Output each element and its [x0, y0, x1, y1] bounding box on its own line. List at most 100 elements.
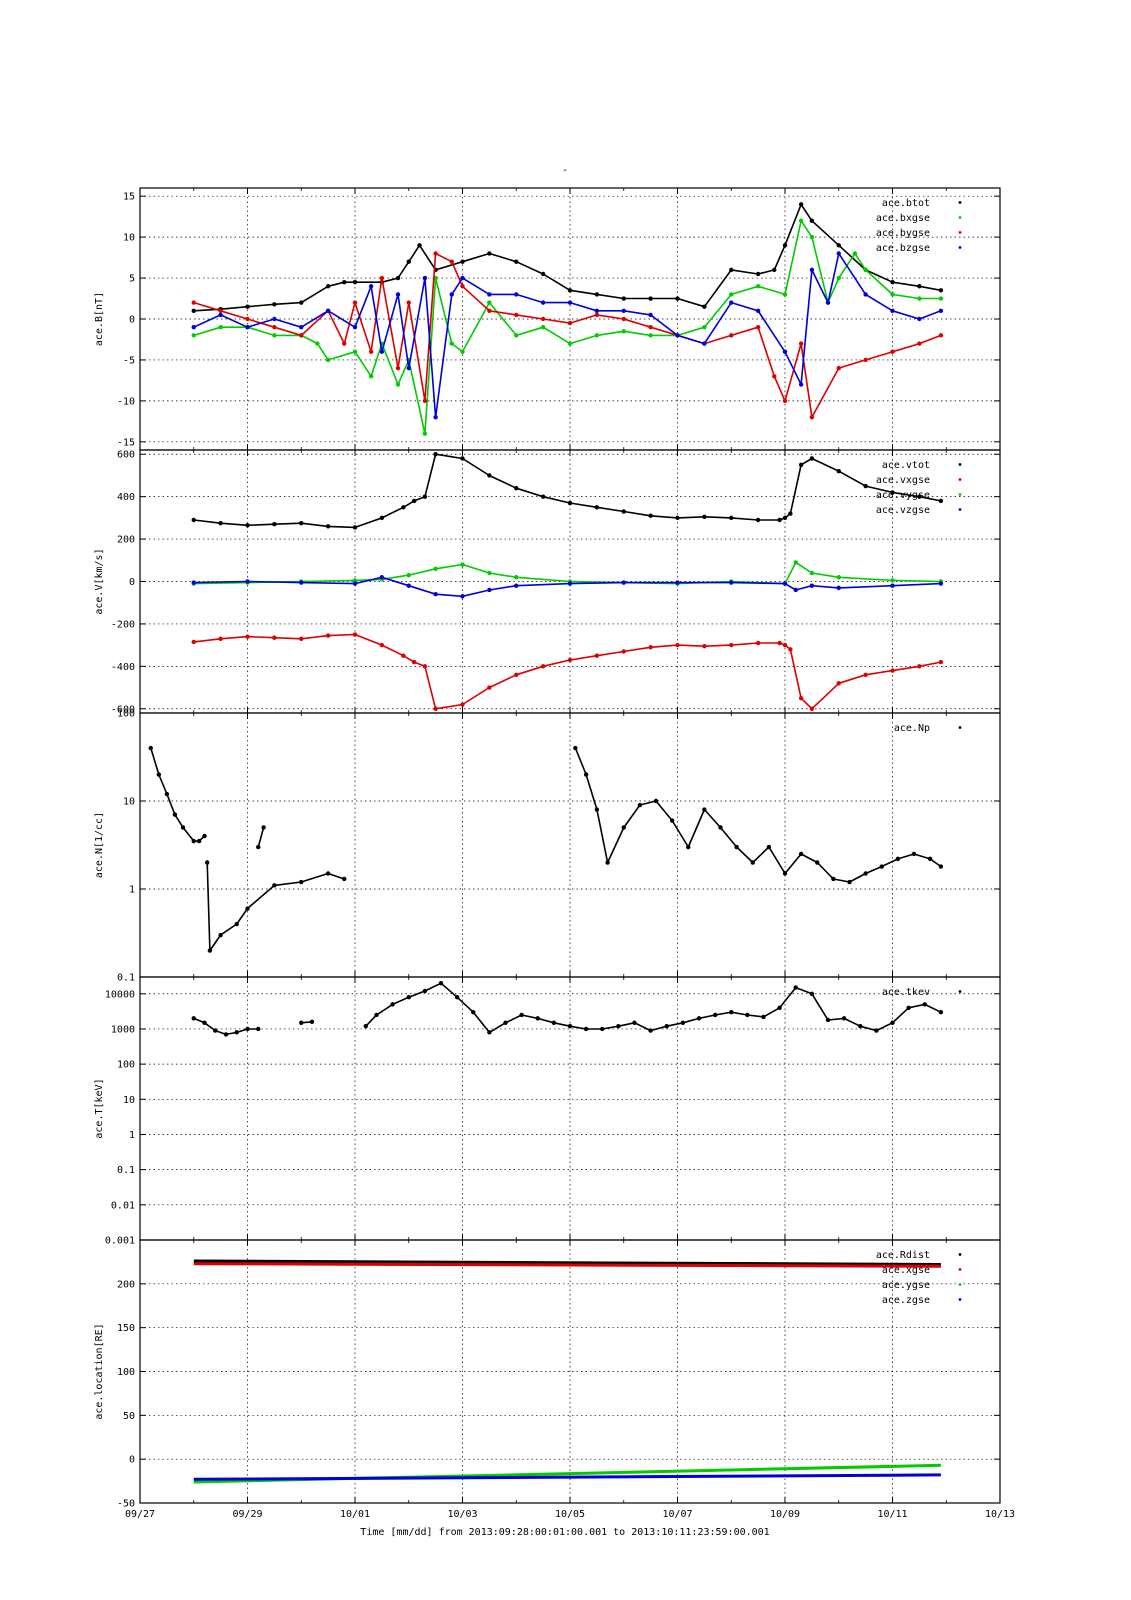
series-line [193, 203, 942, 312]
y-tick-label: 0.001 [105, 1236, 135, 1247]
data-point [245, 906, 250, 911]
data-point [438, 980, 444, 986]
data-point [702, 514, 707, 520]
data-point [653, 798, 659, 804]
data-point [325, 524, 331, 529]
y-tick-label: 1000 [111, 1024, 135, 1035]
data-point [406, 259, 411, 264]
y-axis-label: ace.N[1/cc] [94, 812, 105, 878]
data-point [540, 494, 546, 499]
y-tick-label: 10 [123, 233, 135, 244]
data-point [417, 243, 422, 248]
data-point [621, 580, 626, 585]
legend-marker [958, 201, 962, 204]
data-point [406, 572, 411, 578]
data-point [218, 312, 223, 318]
data-point [922, 1002, 927, 1007]
data-point [191, 838, 196, 844]
data-point [621, 329, 626, 334]
data-point [788, 647, 793, 652]
data-point [325, 308, 331, 314]
data-point [352, 578, 358, 583]
data-point [352, 300, 358, 305]
legend-label: ace.vygse [876, 490, 930, 501]
data-point [245, 579, 250, 584]
data-point [809, 706, 815, 711]
data-point [917, 341, 922, 346]
data-point [594, 333, 600, 338]
data-point [256, 844, 261, 850]
data-point [191, 308, 196, 314]
data-point [406, 994, 411, 1000]
data-point [755, 640, 761, 646]
data-point [433, 452, 438, 457]
legend-marker [958, 231, 962, 234]
data-point [836, 251, 841, 256]
data-point [460, 702, 465, 707]
y-tick-label: 10 [123, 797, 135, 808]
data-point [809, 570, 815, 576]
data-point [460, 562, 465, 567]
data-point [729, 267, 734, 273]
data-point [841, 1016, 847, 1021]
data-point [487, 570, 492, 576]
series-line [574, 747, 942, 883]
data-point [927, 856, 933, 862]
data-point [156, 772, 162, 777]
data-point [809, 991, 815, 996]
data-point [669, 818, 675, 823]
data-point [352, 525, 358, 530]
data-point [648, 296, 653, 301]
data-point [374, 1012, 379, 1018]
legend-marker [958, 726, 962, 729]
data-point [180, 825, 186, 830]
data-point [567, 288, 573, 293]
data-point [406, 365, 411, 371]
x-tick-label: 10/13 [985, 1509, 1015, 1520]
data-point [755, 271, 761, 277]
data-point [594, 308, 600, 314]
y-axis-label: ace.V[km/s] [94, 548, 105, 614]
data-point [379, 275, 385, 281]
legend-label: ace.bygse [876, 228, 930, 239]
data-point [890, 279, 895, 285]
data-point [299, 324, 304, 330]
y-tick-label: 100 [117, 1367, 135, 1378]
y-tick-label: 5 [129, 274, 135, 285]
data-point [702, 643, 707, 649]
data-point [325, 357, 331, 363]
y-tick-label: 15 [123, 192, 135, 203]
panels: -15-10-5051015ace.B[nT]ace.btotace.bxgse… [94, 187, 1015, 1520]
data-point [917, 296, 922, 301]
data-point [234, 921, 239, 927]
x-tick-label: 09/27 [125, 1509, 155, 1520]
data-point [245, 324, 250, 330]
data-point [540, 300, 546, 305]
data-point [487, 1030, 492, 1035]
y-tick-label: -400 [111, 662, 135, 673]
series-ace.Np [148, 745, 944, 953]
data-point [911, 851, 917, 857]
data-point [204, 860, 210, 865]
data-point [368, 284, 374, 289]
panel-5: -50 0 50 100 150 200 ace.location[RE] ace.Rdist… [94, 1239, 1015, 1520]
data-point [422, 494, 428, 499]
data-point [637, 802, 643, 808]
y-tick-label: 150 [117, 1323, 135, 1334]
data-point [223, 1032, 229, 1037]
data-point [879, 864, 884, 869]
data-point [777, 517, 782, 523]
data-point [218, 520, 223, 526]
data-point [309, 1019, 315, 1024]
data-point [648, 1028, 653, 1033]
data-point [798, 341, 804, 346]
y-tick-label: -15 [117, 437, 135, 448]
data-point [890, 578, 895, 583]
data-point [487, 473, 492, 478]
legend-marker [958, 1253, 962, 1256]
data-point [514, 333, 519, 338]
data-point [218, 308, 223, 314]
data-point [755, 308, 761, 314]
data-point [675, 515, 680, 521]
data-point [191, 300, 196, 305]
